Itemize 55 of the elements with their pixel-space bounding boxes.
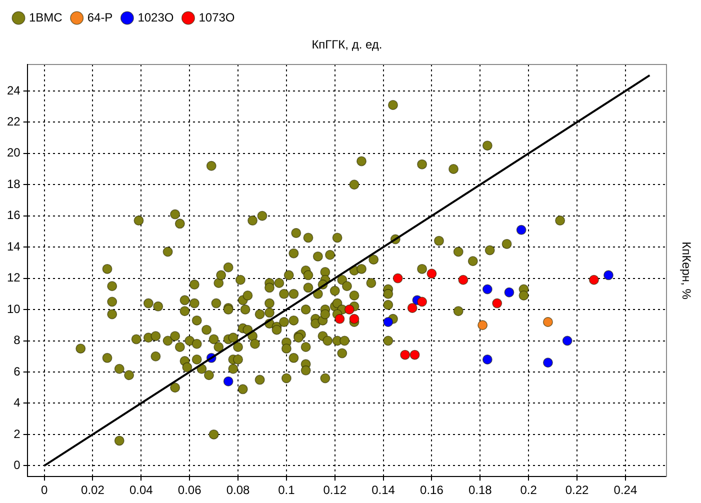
point — [344, 304, 354, 315]
point — [504, 287, 514, 298]
point — [542, 317, 553, 328]
x-tick-label: 0.16 — [420, 483, 444, 498]
x-tick-label: 0.06 — [178, 483, 202, 498]
y-axis-title: КпКерн, % — [679, 242, 694, 300]
point — [392, 273, 403, 284]
point — [588, 274, 599, 285]
point — [334, 314, 345, 324]
point — [417, 296, 428, 307]
x-tick-label: 0.12 — [323, 483, 347, 498]
x-tick-label: 0.08 — [226, 483, 250, 498]
point — [349, 314, 360, 324]
point — [478, 320, 488, 330]
point — [426, 268, 437, 279]
x-tick-label: 0.14 — [372, 483, 396, 498]
y-tick-label: 12 — [6, 270, 21, 285]
point — [407, 302, 418, 313]
y-tick-label: 22 — [6, 114, 21, 128]
x-axis-title: КпГГК, д. ед. — [312, 38, 382, 52]
x-tick-label: 0.04 — [129, 483, 154, 498]
point — [383, 317, 394, 328]
point — [223, 376, 234, 386]
point — [492, 298, 502, 308]
point — [410, 350, 420, 360]
legend-label: 64-P — [87, 10, 113, 24]
y-tick-label: 16 — [6, 208, 21, 222]
point — [603, 270, 614, 280]
point — [516, 224, 526, 235]
y-tick-label: 24 — [6, 83, 21, 98]
point — [562, 336, 572, 346]
point — [482, 284, 492, 294]
legend-label: 1073O — [198, 10, 235, 24]
y-tick-label: 0 — [14, 458, 21, 472]
x-tick-label: 0.18 — [468, 483, 492, 498]
legend-label: 1023O — [138, 10, 174, 24]
y-tick-label: 14 — [6, 239, 21, 254]
x-tick-label: 0.1 — [278, 483, 296, 498]
x-tick-label: 0.02 — [81, 483, 105, 498]
y-tick-label: 18 — [6, 176, 21, 191]
y-tick-label: 20 — [6, 146, 21, 160]
y-tick-label: 4 — [14, 396, 21, 410]
x-tick-label: 0.24 — [614, 483, 638, 498]
point — [400, 350, 410, 360]
point — [458, 274, 468, 285]
x-tick-label: 0.2 — [520, 483, 538, 498]
point — [482, 354, 492, 364]
y-tick-label: 6 — [14, 364, 21, 378]
y-tick-label: 8 — [14, 333, 21, 348]
y-tick-label: 10 — [6, 302, 21, 316]
legend-label: 1BMC — [29, 10, 63, 24]
point — [542, 358, 553, 368]
y-tick-label: 2 — [14, 426, 21, 441]
x-tick-label: 0 — [40, 483, 48, 498]
x-tick-label: 0.22 — [565, 483, 590, 498]
